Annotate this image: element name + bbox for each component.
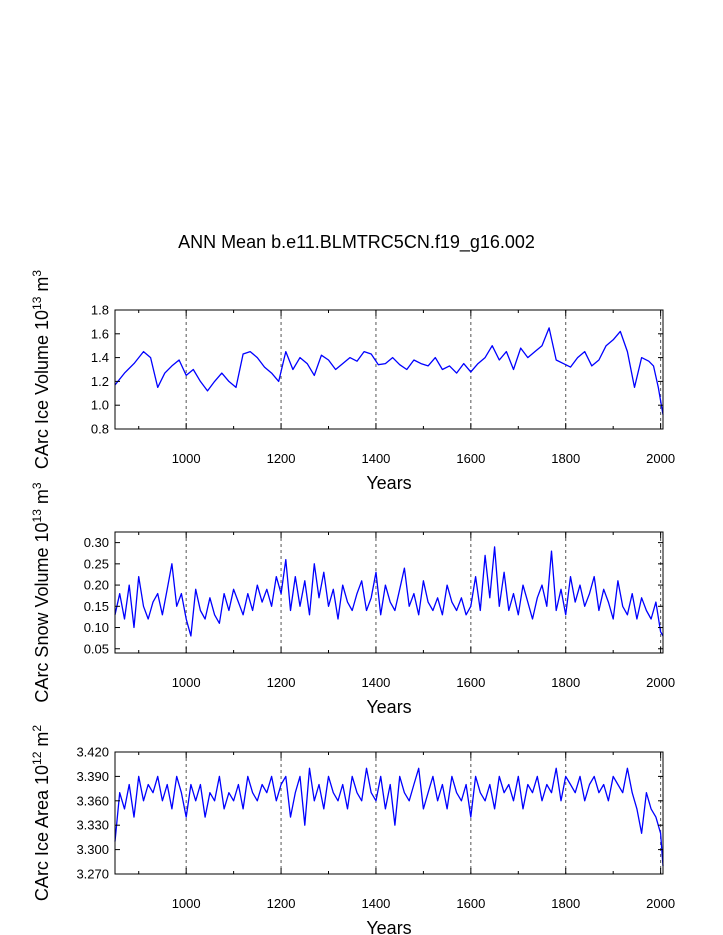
y-tick-label: 0.30 [84, 535, 109, 550]
y-tick-label: 0.8 [91, 422, 109, 437]
x-axis-title: Years [366, 473, 411, 493]
series-line [114, 546, 664, 637]
x-tick-label: 1600 [456, 896, 485, 911]
chart-title: ANN Mean b.e11.BLMTRC5CN.f19_g16.002 [178, 232, 535, 252]
x-tick-label: 1400 [361, 675, 390, 690]
panel-ice-area: 3.270 3.300 3.330 3.360 3.390 3.420 1000 1200 14… [30, 725, 675, 935]
y-tick-label: 3.390 [76, 769, 109, 784]
y-tick-label: 1.0 [91, 398, 109, 413]
x-tick-label: 1000 [172, 896, 201, 911]
y-tick-label: 0.10 [84, 620, 109, 635]
plot-frame [114, 751, 664, 875]
y-tick-label: 3.420 [76, 745, 109, 760]
x-tick-label: 2000 [646, 896, 675, 911]
x-tick-label: 2000 [646, 675, 675, 690]
x-axis-title: Years [366, 918, 411, 935]
y-tick-label: 0.25 [84, 556, 109, 571]
y-tick-label: 1.4 [91, 350, 109, 365]
plot-frame [114, 309, 664, 430]
x-tick-label: 1400 [361, 451, 390, 466]
x-tick-label: 1800 [551, 896, 580, 911]
y-tick-label: 1.2 [91, 374, 109, 389]
y-tick-label: 0.15 [84, 599, 109, 614]
y-axis-title: CArc Ice Area 1012 m2 [30, 725, 52, 901]
y-tick-label: 3.300 [76, 842, 109, 857]
x-tick-label: 2000 [646, 451, 675, 466]
y-tick-label: 1.8 [91, 303, 109, 318]
y-axis-title: CArc Snow Volume 1013 m3 [30, 482, 52, 702]
x-tick-label: 1600 [456, 451, 485, 466]
y-tick-label: 0.20 [84, 578, 109, 593]
series-line [114, 767, 664, 866]
y-tick-label: 3.330 [76, 818, 109, 833]
x-tick-label: 1400 [361, 896, 390, 911]
y-tick-label: 1.6 [91, 326, 109, 341]
y-tick-label: 3.270 [76, 867, 109, 882]
panel-ice-volume: 0.8 1.0 1.2 1.4 1.6 1.8 1000 1200 1400 1600 1800 20… [30, 270, 675, 493]
y-axis-title: CArc Ice Volume 1013 m3 [30, 270, 52, 469]
y-tick-label: 3.360 [76, 793, 109, 808]
series-line [114, 327, 664, 415]
x-tick-label: 1200 [267, 451, 296, 466]
plot-frame [114, 531, 664, 654]
x-tick-label: 1200 [267, 675, 296, 690]
x-tick-label: 1000 [172, 451, 201, 466]
x-tick-label: 1800 [551, 675, 580, 690]
x-tick-label: 1800 [551, 451, 580, 466]
x-tick-label: 1000 [172, 675, 201, 690]
x-tick-label: 1600 [456, 675, 485, 690]
panel-snow-volume: 0.05 0.10 0.15 0.20 0.25 0.30 1000 1200 1400 1600… [30, 482, 675, 717]
x-axis-title: Years [366, 697, 411, 717]
x-tick-label: 1200 [267, 896, 296, 911]
y-tick-label: 0.05 [84, 641, 109, 656]
